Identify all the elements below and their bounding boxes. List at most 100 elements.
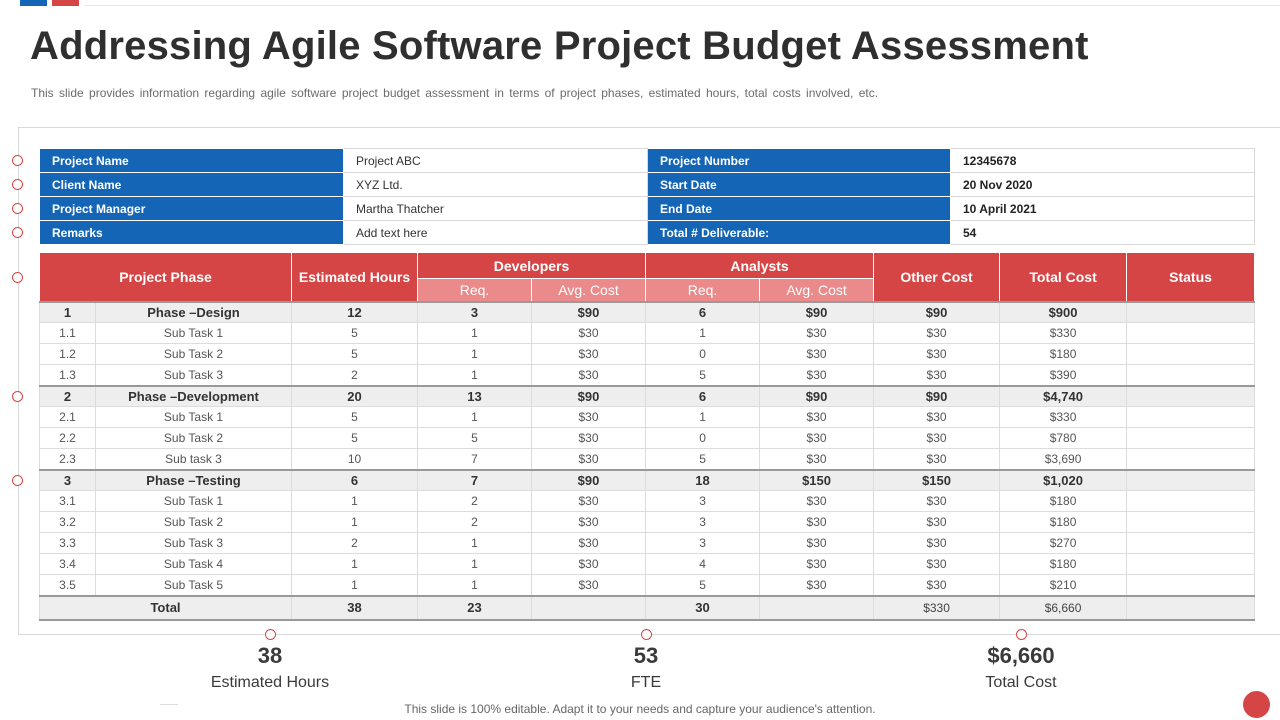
- bullet-circle-icon: [12, 179, 23, 190]
- header-estimated-hours: Estimated Hours: [291, 252, 419, 302]
- info-value[interactable]: Project ABC: [343, 148, 648, 173]
- cell-phase-name: Sub Task 2: [94, 427, 293, 449]
- cell-id: 2.3: [39, 448, 96, 470]
- cell-status[interactable]: [1126, 532, 1256, 554]
- cell-analyst-req: 3: [645, 532, 761, 554]
- info-value[interactable]: 20 Nov 2020: [950, 172, 1255, 197]
- header-other-cost: Other Cost: [873, 252, 1001, 302]
- cell-status[interactable]: [1126, 511, 1256, 533]
- cell-total-cost: $3,690: [999, 448, 1128, 470]
- total-total-cost: $6,660: [999, 594, 1128, 621]
- cell-total-cost: $270: [999, 532, 1128, 554]
- accent-bar-red: [52, 0, 79, 6]
- info-value[interactable]: 12345678: [950, 148, 1255, 173]
- table-row: 3.2 Sub Task 2 1 2 $30 3 $30 $30 $180: [39, 511, 1256, 533]
- bullet-circle-icon: [12, 391, 23, 402]
- cell-status[interactable]: [1126, 364, 1256, 386]
- cell-total-cost: $900: [999, 300, 1128, 323]
- cell-dev-avg-cost: $30: [531, 406, 647, 428]
- decorative-dash: [160, 704, 178, 705]
- cell-dev-req: 13: [417, 384, 533, 407]
- kpi-value: 38: [257, 643, 283, 668]
- cell-total-cost: $390: [999, 364, 1128, 386]
- info-value[interactable]: 54: [950, 220, 1255, 245]
- cell-other-cost: $150: [873, 468, 1001, 491]
- cell-phase-name: Sub Task 3: [94, 532, 293, 554]
- budget-header-row: Project Phase Estimated Hours Developers…: [38, 252, 1256, 302]
- total-hours: 38: [291, 594, 419, 621]
- cell-status[interactable]: [1126, 468, 1256, 491]
- kpi-value: 53: [633, 643, 659, 668]
- cell-hours: 12: [291, 300, 419, 323]
- bullet-circle-icon: [12, 272, 23, 283]
- cell-analyst-avg-cost: $30: [759, 427, 875, 449]
- cell-status[interactable]: [1126, 427, 1256, 449]
- cell-status[interactable]: [1126, 553, 1256, 575]
- cell-total-cost: $330: [999, 322, 1128, 344]
- cell-status[interactable]: [1126, 448, 1256, 470]
- cell-other-cost: $30: [873, 322, 1001, 344]
- budget-total-row: Total 38 23 30 $330 $6,660: [38, 594, 1256, 621]
- cell-analyst-avg-cost: $30: [759, 511, 875, 533]
- info-value[interactable]: Martha Thatcher: [343, 196, 648, 221]
- cell-hours: 1: [291, 490, 419, 512]
- cell-other-cost: $30: [873, 553, 1001, 575]
- header-status: Status: [1126, 252, 1256, 302]
- corner-dot-icon: [1243, 691, 1270, 718]
- cell-status[interactable]: [1126, 322, 1256, 344]
- cell-id: 3.2: [39, 511, 96, 533]
- cell-phase-name: Sub Task 1: [94, 322, 293, 344]
- cell-id: 3.5: [39, 574, 96, 596]
- kpi-estimated-hours: 38 Estimated Hours: [170, 642, 370, 692]
- kpi-total-cost: $6,660 Total Cost: [921, 642, 1121, 692]
- cell-analyst-req: 0: [645, 427, 761, 449]
- cell-hours: 5: [291, 322, 419, 344]
- budget-table: Project Phase Estimated Hours Developers…: [38, 252, 1256, 621]
- cell-phase-name: Phase –Development: [94, 384, 293, 407]
- info-value[interactable]: 10 April 2021: [950, 196, 1255, 221]
- top-divider: [84, 5, 1280, 6]
- cell-hours: 5: [291, 406, 419, 428]
- cell-analyst-req: 3: [645, 490, 761, 512]
- accent-bar-blue: [20, 0, 47, 6]
- header-developers: Developers: [417, 252, 647, 279]
- info-value[interactable]: Add text here: [343, 220, 648, 245]
- cell-hours: 1: [291, 511, 419, 533]
- table-row: 1.2 Sub Task 2 5 1 $30 0 $30 $30 $180: [39, 343, 1256, 365]
- cell-status[interactable]: [1126, 343, 1256, 365]
- cell-other-cost: $30: [873, 511, 1001, 533]
- phase-row: 3 Phase –Testing 6 7 $90 18 $150 $150 $1,020: [39, 468, 1256, 491]
- cell-dev-avg-cost: $30: [531, 343, 647, 365]
- cell-id: 3.1: [39, 490, 96, 512]
- cell-dev-req: 1: [417, 532, 533, 554]
- cell-phase-name: Phase –Testing: [94, 468, 293, 491]
- cell-analyst-req: 1: [645, 406, 761, 428]
- table-row: 1.3 Sub Task 3 2 1 $30 5 $30 $30 $390: [39, 364, 1256, 386]
- cell-dev-req: 7: [417, 468, 533, 491]
- cell-dev-avg-cost: $30: [531, 490, 647, 512]
- cell-status[interactable]: [1126, 384, 1256, 407]
- kpi-label: Total Cost: [985, 674, 1057, 691]
- cell-analyst-req: 18: [645, 468, 761, 491]
- cell-id: 3.3: [39, 532, 96, 554]
- cell-status[interactable]: [1126, 406, 1256, 428]
- cell-hours: 10: [291, 448, 419, 470]
- info-row: Project Name Project ABC Project Number …: [39, 148, 1255, 173]
- kpi-label: FTE: [630, 674, 662, 691]
- cell-analyst-avg-cost: $30: [759, 448, 875, 470]
- cell-phase-name: Sub task 3: [94, 448, 293, 470]
- cell-status[interactable]: [1126, 490, 1256, 512]
- cell-status[interactable]: [1126, 574, 1256, 596]
- cell-other-cost: $30: [873, 406, 1001, 428]
- cell-dev-req: 3: [417, 300, 533, 323]
- cell-dev-avg-cost: $90: [531, 300, 647, 323]
- cell-status[interactable]: [1126, 300, 1256, 323]
- cell-dev-req: 1: [417, 364, 533, 386]
- cell-analyst-req: 6: [645, 300, 761, 323]
- cell-hours: 2: [291, 364, 419, 386]
- cell-analyst-req: 1: [645, 322, 761, 344]
- table-row: 1.1 Sub Task 1 5 1 $30 1 $30 $30 $330: [39, 322, 1256, 344]
- subheader-dev-req: Req.: [417, 278, 533, 302]
- info-value[interactable]: XYZ Ltd.: [343, 172, 648, 197]
- cell-total-cost: $330: [999, 406, 1128, 428]
